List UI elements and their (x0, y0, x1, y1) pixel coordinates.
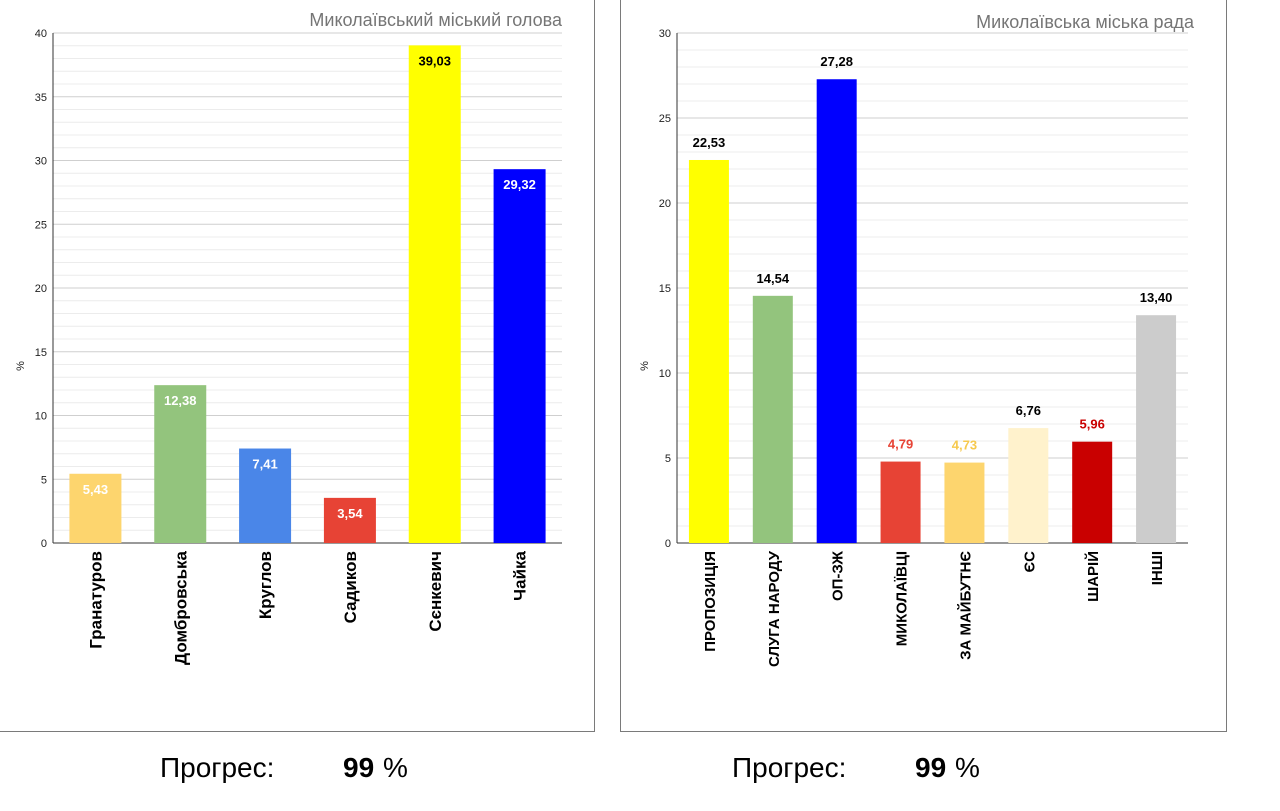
chart-frame (620, 0, 1227, 732)
mayor-chart-panel: 0 5 10 15 20 25 30 35 40% Миколаївський міський г… (0, 0, 605, 811)
data-label: 29,32 (503, 177, 536, 192)
y-tick-label: 0 (665, 538, 671, 550)
y-tick-label: 0 (41, 538, 47, 550)
council-chart-panel: 0 5 10 15 20 25 30% Миколаївська міська рада 22,… (620, 0, 1230, 811)
chart-title: Миколаївський міський голова (309, 10, 563, 30)
data-label: 39,03 (418, 53, 451, 68)
y-tick-label: 5 (665, 453, 671, 465)
bar (752, 295, 793, 543)
y-tick-label: 25 (659, 113, 671, 125)
x-tick-label: ПРОПОЗИЦІЯ (702, 551, 719, 652)
y-tick-label: 30 (35, 156, 47, 168)
chart-title: Миколаївська міська рада (976, 12, 1195, 32)
bar (408, 45, 461, 544)
bar (816, 79, 857, 544)
bar (493, 169, 546, 544)
data-label: 22,53 (693, 135, 726, 150)
x-tick-label: ШАРІЙ (1084, 551, 1102, 602)
bar (69, 473, 122, 543)
x-tick-label: ОП-ЗЖ (830, 551, 847, 601)
x-tick-label: МИКОЛАЇВЦІ (894, 551, 911, 646)
x-tick-label: Сєнкевич (426, 551, 445, 632)
chart-frame (0, 0, 595, 732)
y-tick-label: 15 (659, 283, 671, 295)
progress-label: Прогрес: (732, 752, 847, 783)
progress-unit: % (955, 752, 980, 783)
bar (880, 461, 921, 543)
x-tick-label: ЄС (1021, 551, 1038, 573)
bar (239, 448, 292, 543)
x-tick-label: ЗА МАЙБУТНЄ (956, 551, 974, 660)
data-label: 3,54 (337, 506, 363, 521)
x-tick-label: Садиков (341, 551, 360, 623)
data-label: 27,28 (820, 54, 853, 69)
y-tick-label: 25 (35, 219, 47, 231)
x-tick-label: Гранатуров (86, 551, 105, 649)
progress-value: 99 (915, 752, 947, 783)
x-tick-label: ІНШІ (1149, 551, 1166, 585)
x-tick-label: Домбровська (171, 550, 190, 665)
bar (1072, 441, 1113, 543)
bar (944, 462, 985, 543)
y-tick-label: 35 (35, 92, 47, 104)
data-label: 14,54 (757, 271, 790, 286)
y-tick-label: 20 (35, 283, 47, 295)
x-tick-label: СЛУГА НАРОДУ (766, 550, 783, 667)
data-label: 6,76 (1016, 403, 1041, 418)
progress-unit: % (383, 752, 408, 783)
data-label: 13,40 (1140, 290, 1173, 305)
y-tick-label: 15 (35, 347, 47, 359)
bar (1136, 315, 1177, 543)
data-label: 4,73 (952, 438, 977, 453)
council-bar-chart: 0 5 10 15 20 25 30% Миколаївська міська рада 22,… (639, 12, 1195, 667)
y-axis-label: % (639, 361, 651, 371)
data-label: 12,38 (164, 393, 197, 408)
progress-label: Прогрес: (160, 752, 275, 783)
bar (688, 159, 729, 544)
y-tick-label: 10 (35, 411, 47, 423)
data-label: 4,79 (888, 437, 913, 452)
data-label: 5,96 (1080, 417, 1105, 432)
x-tick-label: Круглов (256, 551, 275, 619)
y-axis-label: % (15, 361, 27, 371)
bar (154, 385, 207, 543)
y-tick-label: 5 (41, 474, 47, 486)
bar (323, 497, 376, 543)
y-tick-label: 20 (659, 198, 671, 210)
y-tick-label: 40 (35, 28, 47, 40)
data-label: 7,41 (252, 457, 277, 472)
bar (1008, 428, 1049, 543)
progress-value: 99 (343, 752, 375, 783)
x-tick-label: Чайка (511, 550, 530, 600)
y-tick-label: 10 (659, 368, 671, 380)
mayor-bar-chart: 0 5 10 15 20 25 30 35 40% Миколаївський міський г… (15, 10, 563, 665)
y-tick-label: 30 (659, 28, 671, 40)
data-label: 5,43 (83, 482, 108, 497)
